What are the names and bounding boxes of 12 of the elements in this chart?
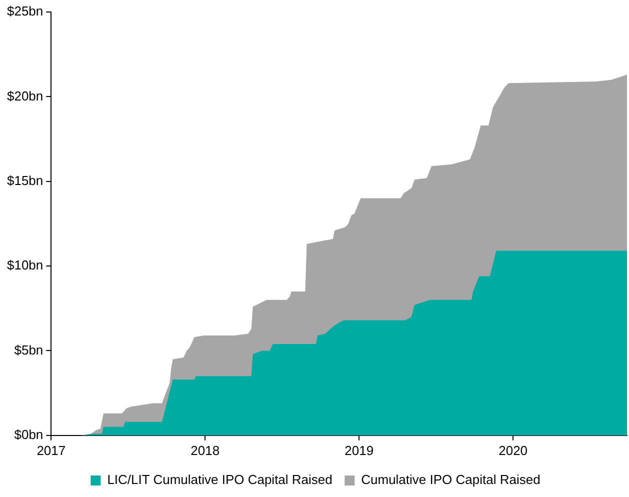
x-tick-label: 2020 [498, 442, 528, 458]
legend-label: Cumulative IPO Capital Raised [361, 472, 540, 488]
x-tick-label: 2018 [190, 442, 220, 458]
y-tick-label: $25bn [6, 4, 44, 19]
y-tick-label: $10bn [6, 258, 44, 273]
y-tick-label: $5bn [14, 342, 44, 358]
y-tick-label: $0bn [14, 426, 44, 442]
x-tick-label: 2019 [344, 442, 374, 458]
legend-label: LIC/LIT Cumulative IPO Capital Raised [107, 472, 332, 488]
y-tick-label: $15bn [6, 172, 44, 188]
y-tick-label: $20bn [6, 88, 44, 104]
x-tick-label: 2017 [36, 442, 66, 458]
